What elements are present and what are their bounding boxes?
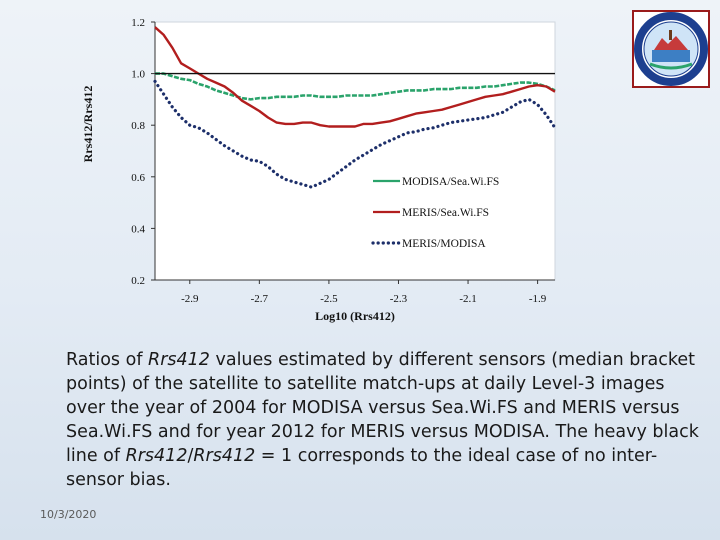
x-axis-label: Log10 (Rrs412)	[315, 309, 395, 323]
axes	[154, 22, 555, 281]
x-tick-label: -2.1	[459, 293, 476, 305]
x-tick-label: -2.5	[320, 293, 338, 305]
tick-labels: 0.2 0.4 0.6 0.8 1.0 1.2 -2.9 -2.7 -2.5 -2.3 -2.1 -1…	[131, 17, 547, 305]
caption-variable: Rrs412	[125, 446, 188, 466]
x-tick-label: -2.3	[390, 293, 408, 305]
chart: 0.2 0.4 0.6 0.8 1.0 1.2 -2.9 -2.7 -2.5 -2.3 -2.1 -1…	[81, 17, 557, 323]
y-tick-label: 0.4	[131, 223, 145, 235]
caption-variable: Rrs412	[193, 446, 256, 466]
y-tick-label: 0.2	[131, 275, 145, 287]
caption-text: values estimated by different sensors (m…	[66, 350, 699, 466]
x-tick-label: -2.9	[181, 293, 199, 305]
series-line-2	[153, 79, 557, 189]
plot-area	[154, 21, 556, 281]
caption-text: /	[187, 446, 194, 466]
seal-logo-icon	[632, 10, 710, 88]
caption-text: Ratios of	[66, 350, 149, 370]
series-layer	[153, 26, 557, 189]
legend: MODISA/Sea.Wi.FS MERIS/Sea.Wi.FS MERIS/MOD…	[371, 176, 499, 250]
y-tick-label: 0.6	[131, 172, 145, 184]
legend-label: MERIS/MODISA	[402, 238, 486, 250]
footer-date: 10/3/2020	[40, 508, 97, 521]
y-axis-label: Rrs412/Rrs412	[81, 86, 95, 163]
series-line-0	[155, 72, 556, 101]
y-tick-label: 0.8	[131, 120, 145, 132]
caption-text: = 1 corresponds to the ideal case of no …	[66, 446, 658, 490]
y-tick-label: 1.0	[131, 69, 145, 81]
caption-variable: Rrs412	[148, 350, 210, 370]
x-tick-label: -1.9	[529, 293, 547, 305]
legend-label: MERIS/Sea.Wi.FS	[402, 207, 489, 219]
figure-caption: Ratios of Rrs412 values estimated by dif…	[66, 348, 706, 492]
series-line-1	[154, 26, 556, 128]
legend-label: MODISA/Sea.Wi.FS	[402, 176, 499, 188]
x-tick-label: -2.7	[251, 293, 269, 305]
y-tick-label: 1.2	[131, 17, 145, 29]
